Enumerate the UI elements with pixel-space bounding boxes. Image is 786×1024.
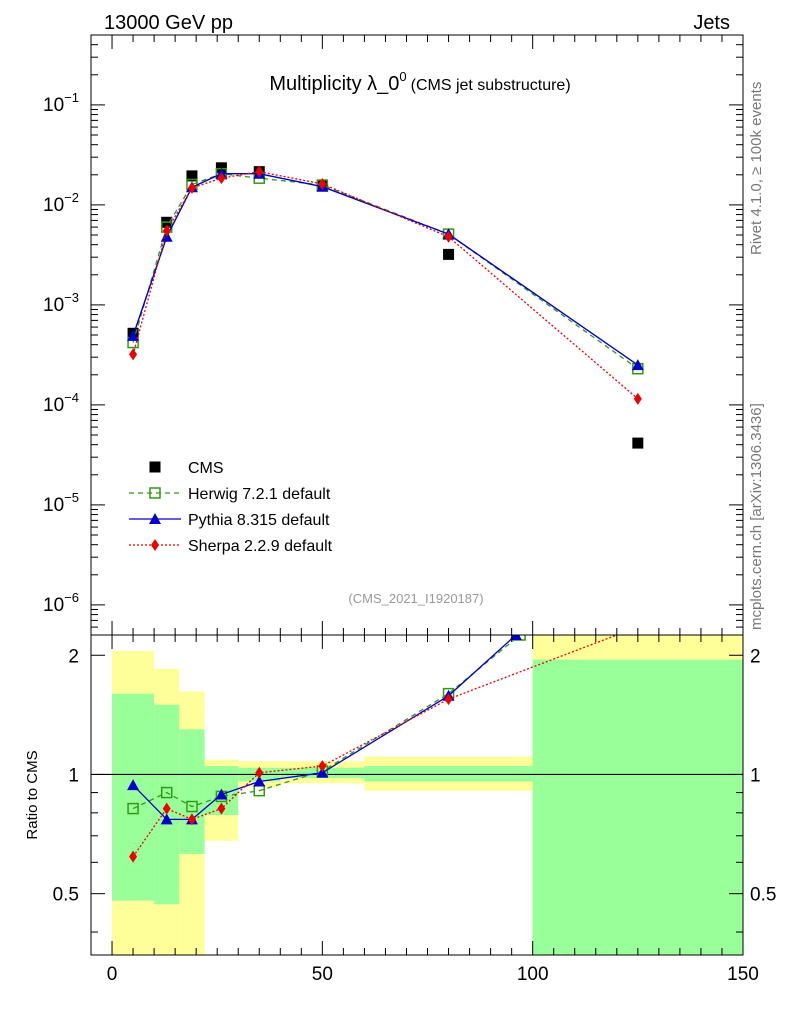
ratio-point [127,779,140,791]
y-tick-label: 10−1 [43,90,79,116]
ratio-point [160,786,173,799]
data-point [444,230,453,243]
legend-label: Herwig 7.2.1 default [188,486,331,503]
data-point [255,165,264,178]
legend-item: CMS [149,460,224,477]
legend-marker [151,539,159,551]
x-tick-label: 0 [107,964,118,985]
series-sherpa [129,165,642,405]
legend-item: Herwig 7.2.1 default [129,486,331,503]
data-point [632,437,644,449]
data-point [217,172,226,185]
x-tick-label: 50 [312,964,333,985]
green-band [364,766,533,782]
y-tick-label: 10−4 [43,390,79,416]
y-tick-label: 10−2 [43,190,79,216]
legend-label: Sherpa 2.2.9 default [188,538,333,555]
y-tick-label: 10−5 [43,490,79,516]
series-line [132,173,639,370]
x-tick-label: 100 [517,964,549,985]
main-title-superscript: 0 [399,69,406,84]
main-panel: 10−6 10−5 10−4 10−3 10−2 10−1 Multiplicity λ_… [43,34,744,636]
ratio-y-tick-label-right: 1 [750,765,761,786]
main-title: Multiplicity λ_00 (CMS jet substructure) [269,69,570,95]
ratio-point [255,766,264,779]
series-line [132,170,639,400]
ratio-point [187,813,196,826]
ratio-point [253,775,266,787]
x-tick-label: 150 [727,964,759,985]
main-title-subtitle: (CMS jet substructure) [411,77,571,94]
ratio-point [186,800,198,813]
legend-item: Pythia 8.315 default [129,512,330,529]
ratio-y-tick-label: 2 [68,646,79,667]
ratio-y-tick-label: 0.5 [53,885,79,906]
ratio-point [215,788,228,800]
ratio-point [160,813,173,825]
legend-marker [149,513,161,524]
ratio-point [318,760,327,773]
legend-label: CMS [188,460,224,477]
data-point [187,181,196,194]
ratio-point [162,802,171,815]
ratio-point [509,635,522,640]
series-herwig [127,167,644,375]
ratio-point [316,766,329,778]
energy-label: 13000 GeV pp [104,12,233,34]
series-line [132,173,639,366]
data-point [318,177,327,190]
ratio-line [132,635,521,810]
legend-marker [149,461,161,473]
data-point [631,359,644,371]
ratio-series-sherpa [129,635,618,863]
mcplots-label: mcplots.cern.ch [arXiv:1306.3436] [748,403,765,630]
legend-item: Sherpa 2.2.9 default [129,538,333,555]
y-tick-label: 10−6 [43,590,79,616]
green-band [112,693,155,901]
data-point [633,392,642,405]
series-cms [127,162,644,449]
main-title-text: Multiplicity λ_0 [269,73,399,95]
ratio-line [132,635,618,858]
ratio-panel: 0.5 0.5 1 1 2 2 0 50 100 150 Ratio to CMS [24,634,776,985]
data-point [129,348,138,361]
ratio-point [127,802,139,815]
green-band [179,729,205,854]
legend-label: Pythia 8.315 default [188,512,330,529]
ratio-y-tick-label: 1 [68,765,79,786]
data-point [127,329,140,341]
ratio-ylabel: Ratio to CMS [24,750,41,839]
ratio-line [132,635,517,821]
data-point [443,248,455,260]
series-pythia [127,167,644,371]
category-label: Jets [693,12,730,34]
data-point [162,224,171,237]
green-band [532,659,743,955]
ratio-y-tick-label-right: 0.5 [750,885,776,906]
watermark: (CMS_2021_I1920187) [348,591,483,606]
legend-marker [149,487,161,499]
data-point [186,170,198,182]
ratio-point [217,802,226,815]
ratio-point [444,693,453,706]
ratio-y-tick-label-right: 2 [750,646,761,667]
y-tick-label: 10−3 [43,290,79,316]
ratio-panel-frame [90,634,744,956]
ratio-point [129,850,138,863]
rivet-version-label: Rivet 4.1.0, ≥ 100k events [748,82,765,255]
